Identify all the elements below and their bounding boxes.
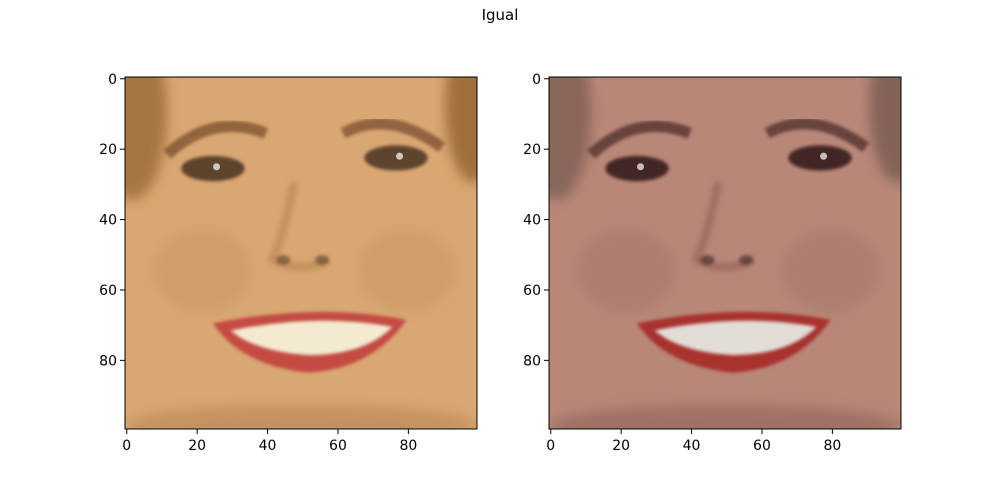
left-face-y-tick-label: 60 (99, 283, 117, 299)
figure-title: Igual (481, 6, 519, 24)
right-face-x-tick-label: 20 (612, 438, 630, 454)
left-face-image (125, 77, 477, 429)
left-face-x-tick-label: 80 (399, 438, 417, 454)
right-face-image (549, 77, 901, 429)
left-face-y-tick-label: 40 (99, 213, 117, 229)
left-face-axes: 0 20 40 60 80 0 20 40 60 80 (99, 72, 478, 454)
right-face-y-tick-label: 20 (523, 142, 541, 158)
right-face-x-tick-label: 0 (546, 438, 555, 454)
left-face-x-tick-label: 0 (122, 438, 131, 454)
left-face-x-tick-label: 20 (188, 438, 206, 454)
right-face-axes: 0 20 40 60 80 0 20 40 60 80 (523, 72, 902, 454)
right-face-x-tick-label: 40 (683, 438, 701, 454)
right-face-y-tick-label: 40 (523, 213, 541, 229)
left-face-y-tick-label: 80 (99, 353, 117, 369)
left-face-frame (124, 76, 478, 430)
left-face-x-tick-label: 60 (329, 438, 347, 454)
right-face-x-tick-label: 80 (823, 438, 841, 454)
right-face-y-tick-label: 60 (523, 283, 541, 299)
left-face-y-tick-label: 0 (108, 72, 117, 88)
right-face-x-tick-label: 60 (753, 438, 771, 454)
left-face-x-tick-label: 40 (259, 438, 277, 454)
right-face-y-tick-label: 80 (523, 353, 541, 369)
right-face-frame (548, 76, 902, 430)
right-face-y-tick-label: 0 (532, 72, 541, 88)
left-face-y-tick-label: 20 (99, 142, 117, 158)
